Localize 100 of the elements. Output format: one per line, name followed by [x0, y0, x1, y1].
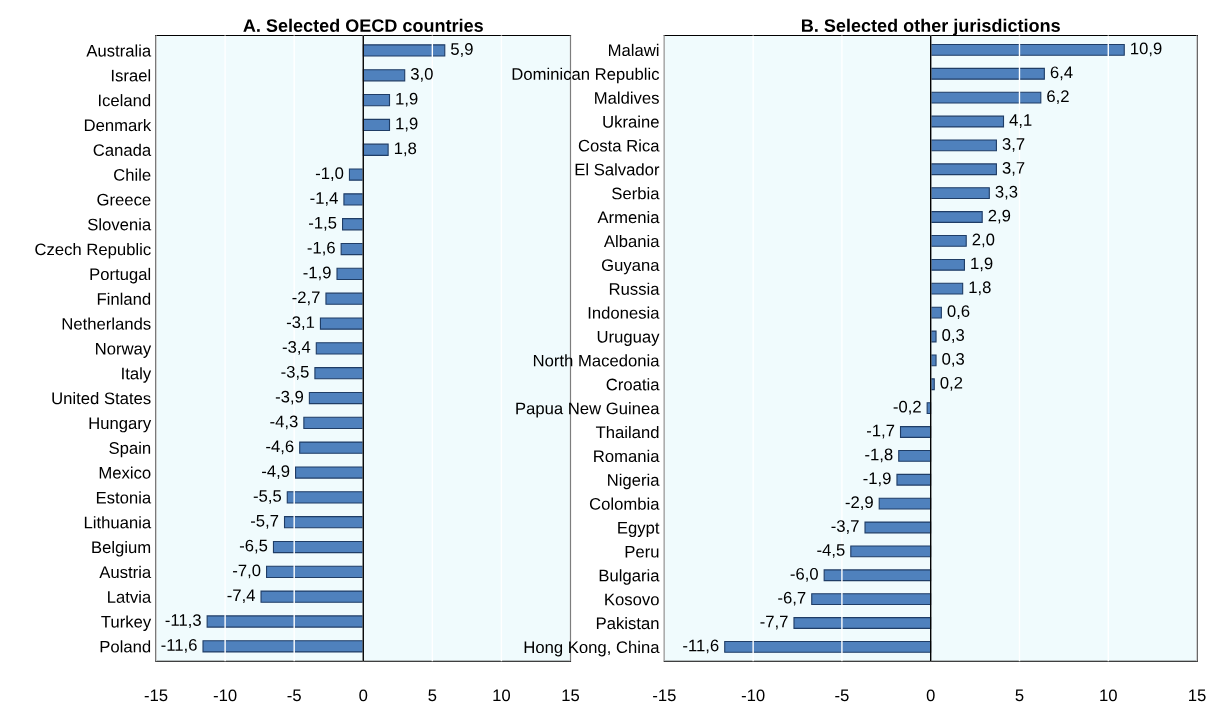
data-label: -1,5	[309, 217, 337, 231]
data-label: -4,6	[266, 440, 294, 455]
bar	[930, 115, 1005, 128]
y-tick-label: Thailand	[595, 425, 659, 439]
data-label: -6,0	[790, 567, 818, 582]
data-label: -0,2	[893, 400, 921, 415]
bar	[930, 330, 937, 343]
data-label: 3,7	[1002, 161, 1025, 176]
y-tick-label: Poland	[100, 640, 151, 653]
bar	[930, 234, 967, 247]
y-tick-label: Russia	[609, 282, 660, 295]
bar	[823, 569, 932, 582]
bar	[272, 540, 364, 554]
y-tick-label: Finland	[97, 292, 151, 305]
y-tick-label: Hong Kong, China	[524, 640, 660, 657]
bar	[930, 258, 965, 271]
y-tick-label: Austria	[99, 565, 152, 579]
y-tick-label: Latvia	[108, 590, 152, 603]
y-tick-label: Croatia	[606, 378, 660, 391]
bar	[930, 67, 1045, 80]
x-tick-label: 10	[493, 689, 511, 702]
y-tick-label: Bulgaria	[599, 569, 660, 585]
data-label: 0,6	[947, 305, 970, 320]
x-tick-label: 10	[1100, 689, 1117, 702]
x-tick-label: -15	[653, 689, 676, 702]
x-tick-label: 5	[428, 689, 437, 702]
y-tick-label: Colombia	[589, 497, 660, 510]
bar	[286, 491, 364, 504]
bar	[811, 593, 932, 606]
data-label: 3,7	[1002, 138, 1025, 152]
bar	[314, 367, 364, 380]
data-label: 10,9	[1131, 42, 1162, 57]
bar	[930, 91, 1042, 104]
bar	[202, 640, 364, 653]
y-tick-label: Chile	[114, 168, 151, 181]
bar	[930, 306, 942, 319]
data-label: 1,8	[394, 142, 417, 157]
bar	[930, 354, 937, 367]
x-tick-label: -5	[287, 689, 301, 702]
data-label: -11,6	[683, 639, 719, 654]
y-tick-label: Guyana	[601, 259, 660, 275]
data-label: 4,1	[1009, 114, 1032, 128]
bar	[283, 516, 364, 529]
data-label: -7,4	[227, 589, 255, 604]
bar	[362, 93, 391, 107]
data-label: 2,9	[988, 209, 1011, 224]
data-label: 1,8	[969, 281, 991, 296]
x-tick-label: 0	[359, 689, 368, 702]
bar	[930, 187, 990, 200]
bar	[930, 282, 964, 295]
y-tick-label: Kosovo	[605, 593, 659, 606]
bar	[362, 44, 446, 57]
bar	[308, 391, 364, 405]
x-tick-label: -10	[741, 689, 765, 702]
chart-title: B. Selected other jurisdictions	[801, 18, 1060, 36]
x-tick-label: 15	[562, 689, 580, 702]
y-tick-label: Czech Republic	[35, 243, 151, 259]
data-label: 6,4	[1050, 66, 1073, 81]
x-tick-label: 5	[1015, 689, 1024, 702]
bar	[343, 193, 364, 206]
data-label: -5,5	[253, 490, 282, 504]
x-tick-label: 15	[1189, 689, 1206, 702]
data-label: 0,3	[942, 329, 965, 343]
data-label: -3,4	[282, 341, 311, 355]
y-tick-label: Mexico	[99, 466, 151, 479]
data-label: -1,8	[865, 448, 893, 463]
y-tick-label: Egypt	[618, 522, 660, 537]
y-tick-label: Romania	[594, 449, 660, 463]
data-label: 0,2	[940, 376, 963, 391]
data-label: -6,7	[778, 591, 806, 606]
data-label: 1,9	[396, 92, 418, 107]
bar	[724, 640, 932, 653]
y-tick-label: Australia	[86, 44, 152, 57]
y-tick-label: Nigeria	[608, 473, 660, 490]
bar	[878, 497, 932, 510]
data-label: -3,1	[286, 316, 315, 330]
bar	[260, 590, 364, 603]
data-label: 2,0	[972, 233, 995, 248]
bar	[315, 342, 364, 355]
bar	[336, 267, 364, 281]
data-label: -3,5	[281, 365, 309, 380]
data-label: -1,7	[866, 424, 895, 439]
y-tick-label: Indonesia	[588, 306, 660, 319]
data-label: 5,9	[450, 43, 473, 57]
data-label: -1,6	[307, 241, 335, 256]
data-label: 0,3	[942, 353, 965, 367]
data-label: -4,3	[270, 415, 298, 430]
bar	[898, 449, 932, 462]
chart-title: A. Selected OECD countries	[243, 18, 483, 32]
data-label: 1,9	[971, 257, 993, 272]
y-tick-label: Uruguay	[597, 331, 660, 346]
data-label: -1,9	[863, 472, 891, 487]
y-tick-label: Pakistan	[596, 616, 659, 630]
data-label: -4,5	[817, 544, 845, 558]
bar	[899, 426, 932, 438]
y-tick-label: Serbia	[612, 187, 660, 200]
data-label: 1,9	[396, 117, 418, 132]
bar	[930, 163, 997, 176]
y-tick-label: Dominican Republic	[512, 67, 660, 84]
y-tick-label: Netherlands	[62, 317, 151, 330]
